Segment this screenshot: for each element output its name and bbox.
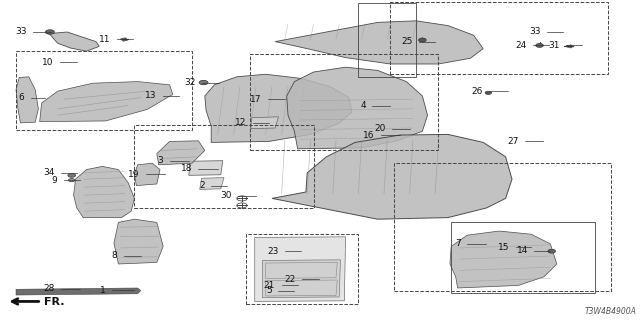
Bar: [134, 125, 314, 208]
Text: 24: 24: [515, 41, 527, 50]
Text: 7: 7: [455, 239, 461, 248]
Text: 2: 2: [199, 181, 205, 190]
Bar: [16, 51, 192, 130]
Polygon shape: [189, 161, 223, 175]
Text: 32: 32: [184, 78, 195, 87]
Bar: [250, 54, 438, 150]
Text: 17: 17: [250, 95, 261, 104]
Polygon shape: [157, 141, 205, 165]
Circle shape: [45, 30, 54, 34]
Circle shape: [68, 173, 76, 177]
Text: 34: 34: [43, 168, 54, 177]
Text: FR.: FR.: [44, 297, 64, 308]
Bar: [394, 163, 611, 291]
Circle shape: [485, 91, 492, 94]
Text: 33: 33: [529, 28, 541, 36]
Polygon shape: [262, 260, 340, 298]
Polygon shape: [255, 237, 346, 301]
Polygon shape: [134, 163, 160, 186]
Circle shape: [419, 38, 426, 42]
Circle shape: [548, 249, 556, 253]
Polygon shape: [114, 219, 163, 264]
Polygon shape: [272, 134, 512, 219]
Text: 13: 13: [145, 92, 157, 100]
Text: 10: 10: [42, 58, 53, 67]
Text: 3: 3: [157, 156, 163, 165]
Polygon shape: [16, 288, 141, 295]
Text: 33: 33: [15, 28, 27, 36]
Text: 31: 31: [548, 41, 560, 50]
Polygon shape: [49, 32, 99, 51]
Polygon shape: [251, 117, 278, 129]
Text: T3W4B4900A: T3W4B4900A: [585, 307, 637, 316]
Text: 18: 18: [180, 164, 192, 173]
Bar: [358, 3, 416, 77]
Bar: [390, 2, 608, 74]
Text: 21: 21: [264, 281, 275, 290]
Text: 20: 20: [374, 124, 385, 133]
Bar: [246, 234, 358, 304]
Circle shape: [68, 179, 75, 182]
Text: 8: 8: [111, 252, 117, 260]
Polygon shape: [266, 262, 337, 278]
Text: 4: 4: [360, 101, 366, 110]
Polygon shape: [16, 77, 38, 123]
Text: 23: 23: [268, 247, 279, 256]
Polygon shape: [74, 166, 134, 218]
Circle shape: [536, 44, 543, 47]
Text: 1: 1: [100, 286, 106, 295]
Text: 12: 12: [235, 118, 246, 127]
Text: 6: 6: [19, 93, 24, 102]
Text: 14: 14: [516, 246, 528, 255]
Text: 25: 25: [401, 37, 413, 46]
Circle shape: [199, 80, 208, 85]
Text: 28: 28: [43, 284, 54, 293]
Polygon shape: [275, 21, 483, 64]
Text: 16: 16: [363, 131, 374, 140]
Polygon shape: [266, 280, 337, 296]
Text: 19: 19: [128, 170, 140, 179]
Text: 15: 15: [498, 243, 509, 252]
Bar: [451, 222, 595, 293]
Polygon shape: [564, 45, 573, 48]
Polygon shape: [200, 178, 224, 189]
Text: 11: 11: [99, 35, 111, 44]
Polygon shape: [205, 74, 352, 142]
Text: 9: 9: [52, 176, 58, 185]
Polygon shape: [120, 38, 128, 41]
Polygon shape: [287, 67, 428, 149]
Text: 26: 26: [472, 87, 483, 96]
Text: 30: 30: [220, 191, 232, 200]
Polygon shape: [450, 231, 557, 288]
Text: 5: 5: [266, 286, 272, 295]
Polygon shape: [40, 82, 173, 122]
Text: 27: 27: [507, 137, 518, 146]
Text: 22: 22: [284, 275, 296, 284]
